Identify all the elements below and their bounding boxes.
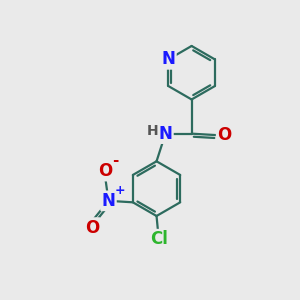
- Text: N: N: [101, 192, 116, 210]
- Text: N: N: [161, 50, 176, 68]
- Text: O: O: [85, 219, 99, 237]
- Text: O: O: [98, 162, 112, 180]
- Text: H: H: [146, 124, 158, 138]
- Text: +: +: [115, 184, 126, 197]
- Text: Cl: Cl: [150, 230, 168, 248]
- Text: -: -: [112, 153, 119, 168]
- Text: N: N: [158, 125, 172, 143]
- Text: O: O: [217, 126, 231, 144]
